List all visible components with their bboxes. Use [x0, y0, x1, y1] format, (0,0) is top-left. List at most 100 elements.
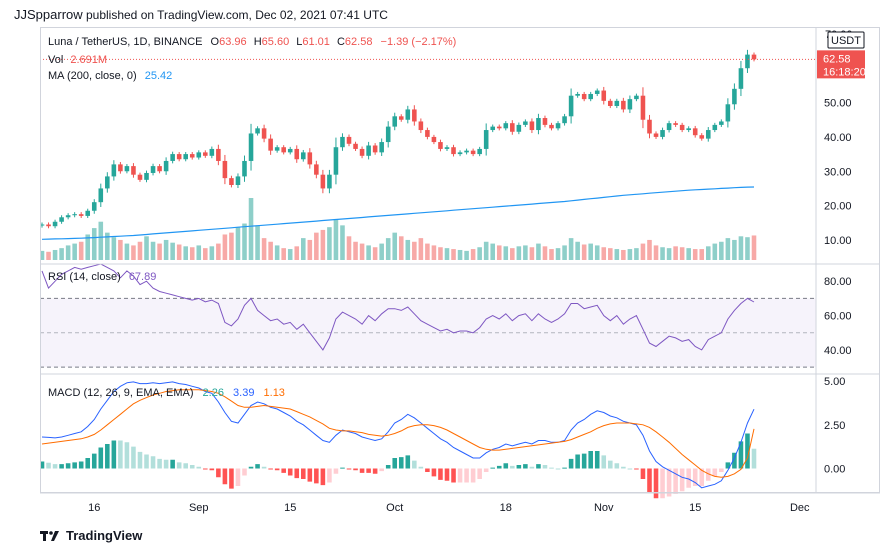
candle-body	[340, 136, 345, 148]
candle-body	[248, 133, 254, 161]
macd-hist-bar	[496, 465, 502, 469]
volume-bar	[653, 245, 659, 260]
macd-hist-bar	[418, 466, 424, 469]
macd-hist-bar	[150, 456, 156, 469]
candle-body	[549, 124, 554, 129]
price-tick-label: 20.00	[824, 201, 852, 213]
candle-body	[529, 121, 535, 131]
candle-body	[653, 133, 659, 137]
publish-info: published on TradingView.com, Dec 02, 20…	[85, 8, 388, 22]
chart-area[interactable]: 10.0020.0030.0040.0050.0060.0040.0060.00…	[39, 27, 880, 520]
volume-bar	[333, 218, 339, 260]
candle-body	[594, 90, 600, 94]
volume-bar	[601, 247, 607, 260]
macd-hist-bar	[52, 464, 58, 469]
candle-body	[464, 150, 469, 153]
time-tick-label: 16	[88, 502, 100, 514]
volume-bar	[261, 238, 267, 260]
currency-box[interactable]	[827, 31, 865, 49]
macd-hist-bar	[229, 468, 234, 489]
volume-bar	[372, 247, 378, 260]
volume-bar	[568, 238, 574, 260]
macd-hist-bar	[470, 468, 476, 483]
volume-bar	[137, 241, 143, 260]
volume-bar	[242, 223, 247, 260]
volume-bar	[105, 232, 110, 260]
macd-hist-bar	[510, 465, 515, 469]
macd-hist-bar	[196, 466, 202, 469]
candle-body	[568, 95, 574, 117]
volume-bar	[431, 245, 437, 260]
volume-bar	[274, 245, 280, 260]
price-axis-labels: 10.0020.0030.0040.0050.0060.0040.0060.00…	[824, 63, 852, 475]
macd-hist-bar	[464, 468, 469, 483]
time-tick-label: Nov	[594, 502, 614, 514]
candle-body	[666, 123, 672, 131]
candles	[39, 49, 757, 229]
volume-bar	[549, 249, 554, 260]
candle-body	[523, 121, 528, 125]
macd-hist-bar	[621, 466, 626, 469]
price-tick-label: 40.00	[824, 132, 852, 144]
macd-hist-bar	[333, 468, 339, 474]
author-name[interactable]: JJSpparrow	[14, 7, 83, 22]
candle-body	[503, 123, 509, 129]
candle-body	[418, 121, 424, 131]
chart-svg[interactable]: 10.0020.0030.0040.0050.0060.0040.0060.00…	[39, 27, 880, 520]
svg-text:Vol 2.691M: Vol 2.691M	[48, 54, 107, 66]
candle-body	[105, 176, 110, 189]
macd-hist-bar	[268, 468, 273, 470]
svg-text:Luna / TetherUS, 1D, BINANCE: Luna / TetherUS, 1D, BINANCE O63.96 H65.…	[48, 36, 456, 48]
macd-hist-bar	[549, 467, 554, 469]
legend-volume-label: Vol	[48, 54, 63, 66]
macd-hist-bar	[686, 468, 691, 488]
legend-close-label: C	[337, 36, 345, 48]
svg-text:RSI (14, close) 67.89: RSI (14, close) 67.89	[48, 271, 156, 283]
candle-body	[705, 130, 711, 139]
macd-hist-bar	[300, 468, 306, 479]
candle-body	[137, 174, 143, 180]
volume-bar	[255, 225, 260, 260]
candle-body	[686, 128, 691, 131]
candle-body	[124, 166, 130, 172]
volume-bar	[307, 239, 313, 260]
footer-brand[interactable]: TradingView	[40, 528, 142, 543]
candle-body	[261, 128, 267, 139]
volume-bar	[483, 241, 489, 260]
candle-body	[751, 54, 757, 60]
candle-body	[131, 166, 136, 175]
volume-bar	[78, 241, 84, 260]
candle-body	[451, 147, 456, 155]
volume-bar	[686, 248, 691, 260]
legend-volume-value: 2.691M	[70, 54, 107, 66]
volume-bar	[412, 241, 417, 260]
last-price-value: 62.58	[823, 53, 851, 65]
macd-hist-bar	[673, 468, 678, 494]
volume-bar	[144, 236, 149, 260]
time-axis-labels: 16 Sep 15 Oct 18 Nov 15 Dec	[88, 502, 810, 514]
volume-bar	[647, 239, 652, 260]
macd-hist-bar	[431, 468, 437, 477]
volume-bar	[340, 225, 345, 260]
candle-body	[366, 145, 371, 156]
volume-bar	[209, 246, 215, 260]
volume-bar	[39, 250, 45, 260]
macd-hist-bar	[248, 466, 254, 469]
macd-hist-bar	[314, 468, 319, 484]
candle-body	[216, 148, 221, 161]
volume-bar	[281, 248, 286, 260]
rsi-tick-label: 80.00	[824, 276, 852, 288]
candle-body	[281, 147, 286, 153]
macd-hist-bar	[281, 468, 286, 473]
macd-hist-bar	[745, 433, 750, 469]
volume-bar	[594, 245, 600, 260]
volume-bar	[425, 243, 430, 260]
macd-hist-bar	[287, 468, 293, 476]
price-tick-label: 50.00	[824, 98, 852, 110]
candle-body	[719, 121, 724, 125]
volume-bar	[398, 236, 404, 260]
volume-bar	[111, 237, 117, 260]
candle-body	[189, 154, 195, 158]
volume-bar	[719, 241, 724, 260]
candle-body	[91, 202, 97, 211]
